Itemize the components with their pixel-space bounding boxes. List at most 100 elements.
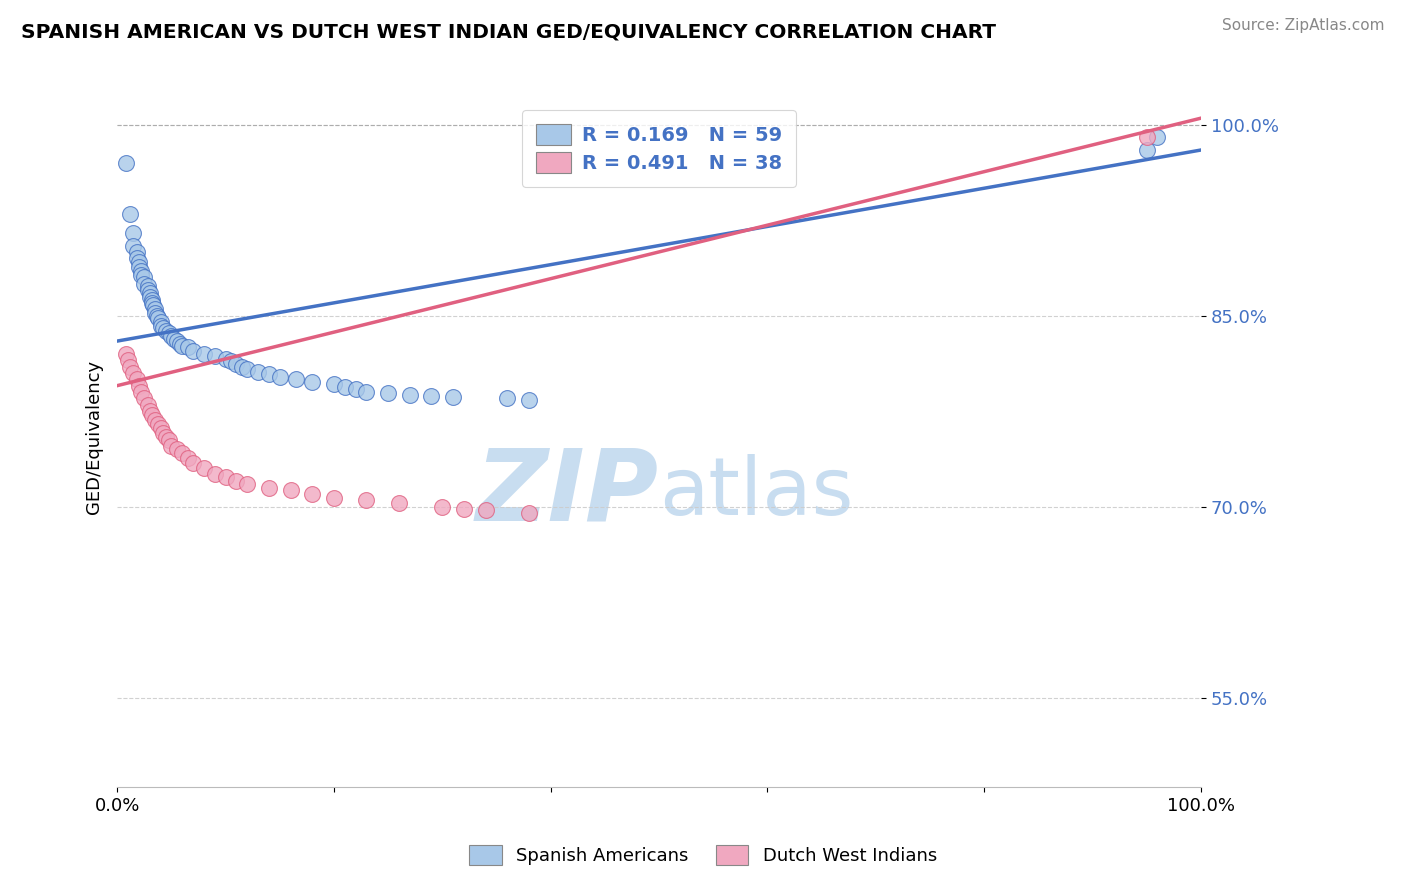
Point xyxy=(143,306,166,320)
Point xyxy=(122,226,145,240)
Point xyxy=(172,446,194,460)
Point xyxy=(219,354,242,368)
Point xyxy=(257,367,280,381)
Point xyxy=(172,339,194,353)
Point xyxy=(146,309,169,323)
Point xyxy=(134,277,156,291)
Point xyxy=(496,392,519,406)
Point xyxy=(136,279,159,293)
Point xyxy=(1136,143,1159,157)
Point xyxy=(152,321,174,335)
Point xyxy=(166,442,188,457)
Point xyxy=(157,326,180,341)
Point xyxy=(120,207,142,221)
Point xyxy=(214,351,236,366)
Point xyxy=(420,389,443,403)
Point xyxy=(143,302,166,317)
Point xyxy=(149,318,172,333)
Point xyxy=(231,359,253,374)
Point xyxy=(169,336,191,351)
Point xyxy=(285,372,308,386)
Text: Source: ZipAtlas.com: Source: ZipAtlas.com xyxy=(1222,18,1385,33)
Point xyxy=(193,461,215,475)
Point xyxy=(1136,130,1159,145)
Point xyxy=(122,238,145,252)
Point xyxy=(1146,130,1168,145)
Point xyxy=(377,386,399,401)
Point xyxy=(115,155,138,169)
Point xyxy=(225,474,247,488)
Point xyxy=(148,311,170,326)
Point xyxy=(517,392,540,407)
Legend: R = 0.169   N = 59, R = 0.491   N = 38: R = 0.169 N = 59, R = 0.491 N = 38 xyxy=(522,110,796,186)
Point xyxy=(453,502,475,516)
Point xyxy=(176,451,198,466)
Point xyxy=(138,404,160,418)
Point xyxy=(322,377,344,392)
Point xyxy=(138,285,160,300)
Point xyxy=(204,350,226,364)
Point xyxy=(214,470,236,484)
Point xyxy=(166,334,188,348)
Point xyxy=(236,476,259,491)
Point xyxy=(128,260,150,275)
Point xyxy=(162,332,184,346)
Point xyxy=(148,417,170,431)
Point xyxy=(181,456,204,470)
Point xyxy=(280,483,302,497)
Y-axis label: GED/Equivalency: GED/Equivalency xyxy=(86,359,103,514)
Point xyxy=(356,493,378,508)
Point xyxy=(160,329,183,343)
Point xyxy=(142,298,165,312)
Point xyxy=(128,255,150,269)
Point xyxy=(149,315,172,329)
Point xyxy=(136,283,159,297)
Point xyxy=(115,347,138,361)
Text: ZIP: ZIP xyxy=(477,444,659,541)
Point xyxy=(204,467,226,481)
Point xyxy=(134,392,156,406)
Point xyxy=(160,438,183,452)
Point xyxy=(149,420,172,434)
Point xyxy=(398,387,420,401)
Point xyxy=(236,362,259,376)
Point xyxy=(517,506,540,520)
Point xyxy=(247,365,270,379)
Point xyxy=(344,383,367,397)
Point xyxy=(129,264,152,278)
Point xyxy=(141,296,163,310)
Legend: Spanish Americans, Dutch West Indians: Spanish Americans, Dutch West Indians xyxy=(463,838,943,872)
Point xyxy=(193,347,215,361)
Point xyxy=(129,384,152,399)
Text: SPANISH AMERICAN VS DUTCH WEST INDIAN GED/EQUIVALENCY CORRELATION CHART: SPANISH AMERICAN VS DUTCH WEST INDIAN GE… xyxy=(21,22,995,41)
Point xyxy=(128,378,150,392)
Point xyxy=(125,244,148,259)
Point xyxy=(136,398,159,412)
Point xyxy=(441,390,464,404)
Text: atlas: atlas xyxy=(659,454,853,532)
Point xyxy=(356,384,378,399)
Point xyxy=(181,344,204,359)
Point xyxy=(388,496,411,510)
Point xyxy=(134,270,156,285)
Point xyxy=(152,425,174,440)
Point xyxy=(157,434,180,448)
Point xyxy=(155,429,177,443)
Point xyxy=(129,268,152,282)
Point xyxy=(141,408,163,422)
Point xyxy=(176,341,198,355)
Point xyxy=(333,380,356,394)
Point xyxy=(122,366,145,380)
Point xyxy=(141,293,163,308)
Point xyxy=(125,372,148,386)
Point xyxy=(155,324,177,338)
Point xyxy=(269,369,291,384)
Point xyxy=(301,375,323,389)
Point xyxy=(322,491,344,505)
Point xyxy=(125,252,148,266)
Point xyxy=(138,289,160,303)
Point xyxy=(120,359,142,374)
Point xyxy=(117,353,139,368)
Point xyxy=(474,503,496,517)
Point xyxy=(143,413,166,427)
